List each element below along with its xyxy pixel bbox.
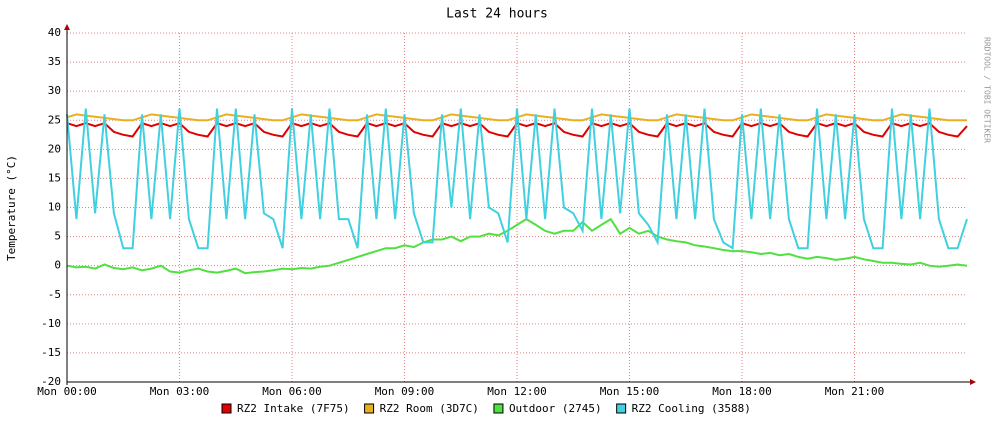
x-tick-label: Mon 12:00 <box>487 385 547 398</box>
y-arrow <box>64 24 70 30</box>
legend-swatch <box>221 403 232 414</box>
series-line <box>66 217 968 275</box>
x-tick-label: Mon 15:00 <box>600 385 660 398</box>
x-tick-label: Mon 18:00 <box>712 385 772 398</box>
legend: RZ2 Intake (7F75) RZ2 Room (3D7C) Outdoor … <box>221 402 751 415</box>
legend-label: RZ2 Intake (7F75) <box>237 402 350 415</box>
grid <box>66 32 967 383</box>
legend-label: RZ2 Room (3D7C) <box>380 402 479 415</box>
y-tick-label: -10 <box>41 317 61 330</box>
legend-swatch <box>616 403 627 414</box>
plot <box>66 108 968 275</box>
y-tick-label: -5 <box>48 288 61 301</box>
y-axis-label: Temperature (°C) <box>5 155 18 261</box>
y-tick-label: -15 <box>41 346 61 359</box>
y-tick-label: 5 <box>54 230 61 243</box>
legend-swatch <box>493 403 504 414</box>
y-tick-label: 10 <box>48 201 61 214</box>
y-tick-label: 40 <box>48 26 61 39</box>
legend-label: Outdoor (2745) <box>509 402 602 415</box>
x-tick-label: Mon 00:00 <box>37 385 97 398</box>
y-tick-label: -20 <box>41 375 61 388</box>
x-tick-label: Mon 09:00 <box>375 385 435 398</box>
x-tick-label: Mon 03:00 <box>150 385 210 398</box>
y-tick-label: 20 <box>48 142 61 155</box>
legend-label: RZ2 Cooling (3588) <box>632 402 751 415</box>
x-tick-label: Mon 06:00 <box>262 385 322 398</box>
y-tick-label: 30 <box>48 84 61 97</box>
x-arrow <box>970 379 976 385</box>
x-tick-label: Mon 21:00 <box>825 385 885 398</box>
chart-title: Last 24 hours <box>446 7 548 22</box>
y-tick-label: 25 <box>48 113 61 126</box>
y-tick-label: 15 <box>48 171 61 184</box>
y-tick-label: 0 <box>54 259 61 272</box>
side-label: RRDTOOL / TOBI OETIKER <box>983 37 992 143</box>
legend-swatch <box>364 403 375 414</box>
y-tick-label: 35 <box>48 55 61 68</box>
series-line <box>66 108 968 250</box>
